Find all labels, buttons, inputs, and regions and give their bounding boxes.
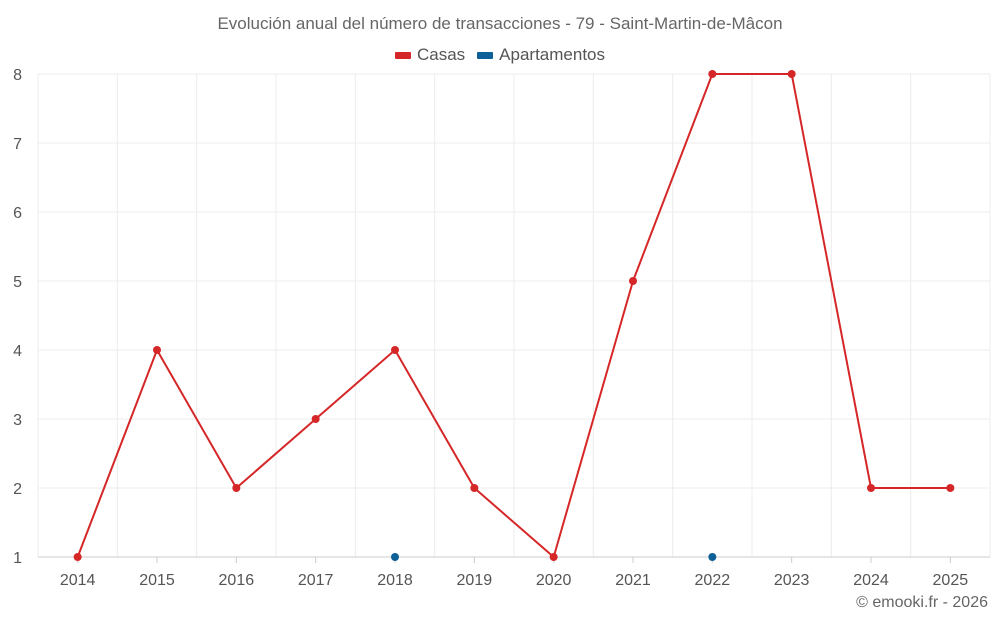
- chart-title: Evolución anual del número de transaccio…: [217, 14, 783, 33]
- x-tick-label: 2021: [615, 572, 651, 589]
- y-tick-label: 4: [13, 343, 22, 360]
- data-point-casas[interactable]: [708, 70, 717, 78]
- data-point-apartamentos[interactable]: [708, 553, 717, 561]
- y-tick-label: 3: [13, 412, 22, 429]
- y-tick-label: 5: [13, 274, 22, 291]
- x-tick-label: 2024: [853, 572, 889, 589]
- chart-legend: Casas Apartamentos: [0, 45, 1000, 65]
- data-point-casas[interactable]: [311, 415, 320, 423]
- data-point-casas[interactable]: [549, 553, 558, 561]
- legend-swatch-casas: [394, 51, 411, 59]
- data-point-casas[interactable]: [232, 484, 241, 492]
- x-tick-label: 2025: [933, 572, 969, 589]
- x-tick-label: 2017: [298, 572, 334, 589]
- legend-swatch-apartamentos: [477, 51, 494, 59]
- data-point-casas[interactable]: [73, 553, 82, 561]
- legend-label-casas: Casas: [416, 45, 466, 64]
- legend-label-apartamentos: Apartamentos: [499, 45, 606, 64]
- x-tick-label: 2015: [139, 572, 175, 589]
- copyright-credit: © emooki.fr - 2026: [856, 594, 988, 611]
- data-point-casas[interactable]: [470, 484, 479, 492]
- data-point-casas[interactable]: [629, 277, 637, 285]
- x-tick-label: 2022: [695, 572, 731, 589]
- series-line-casas: [76, 73, 951, 558]
- data-point-casas[interactable]: [867, 484, 875, 492]
- y-tick-label: 7: [13, 136, 22, 153]
- data-point-casas[interactable]: [153, 346, 161, 354]
- x-tick-label: 2018: [377, 572, 413, 589]
- data-point-casas[interactable]: [391, 346, 399, 354]
- y-tick-label: 8: [13, 67, 22, 84]
- x-tick-label: 2020: [536, 572, 572, 589]
- x-tick-label: 2023: [774, 572, 810, 589]
- y-tick-label: 2: [13, 481, 22, 498]
- legend-item-apartamentos[interactable]: Apartamentos: [477, 45, 605, 65]
- data-point-casas[interactable]: [787, 70, 796, 78]
- y-tick-label: 6: [13, 205, 22, 222]
- y-tick-label: 1: [13, 550, 22, 567]
- legend-item-casas[interactable]: Casas: [394, 45, 466, 65]
- x-tick-label: 2019: [457, 572, 493, 589]
- x-tick-label: 2016: [219, 572, 255, 589]
- data-point-apartamentos[interactable]: [391, 553, 399, 561]
- data-point-casas[interactable]: [946, 484, 955, 492]
- x-tick-label: 2014: [60, 572, 96, 589]
